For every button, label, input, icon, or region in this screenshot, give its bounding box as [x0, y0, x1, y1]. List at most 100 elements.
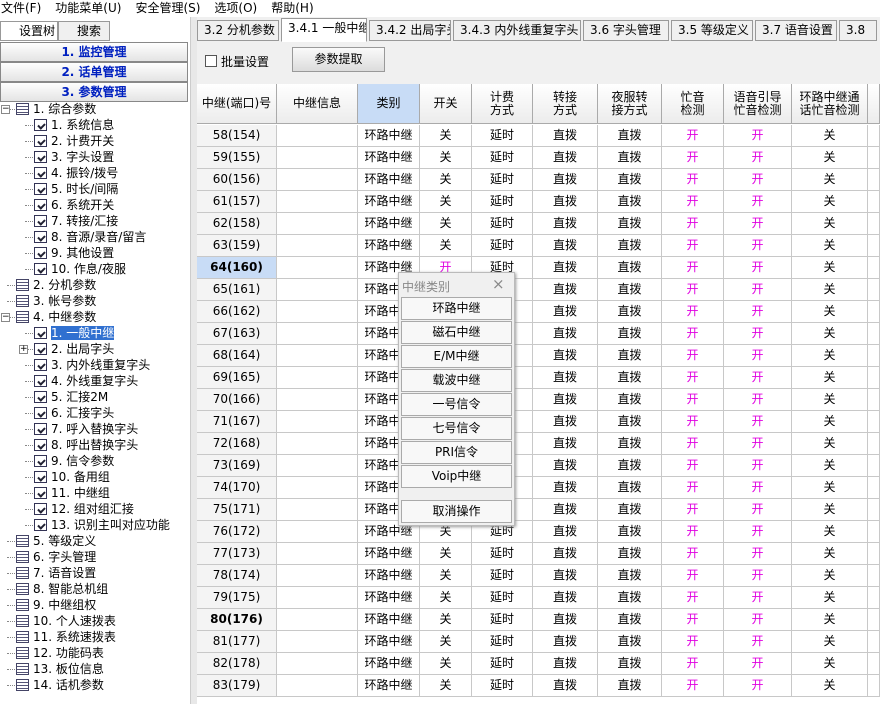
table-cell[interactable]: 开 [724, 191, 792, 213]
table-cell[interactable]: 直拨 [533, 609, 598, 631]
row-header[interactable]: 83(179) [197, 675, 277, 697]
popup-close[interactable]: × [492, 275, 505, 293]
table-cell[interactable] [277, 301, 358, 323]
table-cell[interactable]: 直拨 [598, 521, 662, 543]
table-cell[interactable]: 关 [792, 521, 868, 543]
table-cell[interactable]: 开 [662, 455, 724, 477]
table-cell[interactable]: 直拨 [598, 631, 662, 653]
table-cell[interactable]: 开 [662, 279, 724, 301]
table-cell[interactable]: 延时 [472, 609, 533, 631]
table-cell[interactable]: 关 [792, 257, 868, 279]
popup-item[interactable]: Voip中继 [401, 465, 512, 488]
table-cell[interactable]: 关 [420, 213, 472, 235]
table-cell[interactable]: 开 [662, 609, 724, 631]
table-cell[interactable]: 直拨 [533, 235, 598, 257]
table-cell[interactable]: 环路中继 [358, 609, 420, 631]
table-cell[interactable]: 关 [792, 323, 868, 345]
tree-label[interactable]: 9. 其他设置 [51, 246, 115, 260]
nav-button[interactable]: 3. 参数管理 [0, 82, 188, 102]
tab[interactable]: 3.4.2 出局字头 [369, 20, 451, 41]
column-header[interactable]: 夜服转 接方式 [598, 84, 662, 124]
table-cell[interactable]: 直拨 [533, 675, 598, 697]
popup-item[interactable]: 载波中继 [401, 369, 512, 392]
table-cell[interactable]: 直拨 [533, 631, 598, 653]
table-cell[interactable]: 关 [792, 609, 868, 631]
tree-label[interactable]: 4. 外线重复字头 [51, 374, 139, 388]
table-cell[interactable]: 开 [724, 455, 792, 477]
table-cell[interactable]: 开 [724, 543, 792, 565]
table-cell[interactable]: 延时 [472, 191, 533, 213]
table-cell[interactable] [277, 631, 358, 653]
tree-label[interactable]: 3. 帐号参数 [33, 294, 97, 308]
table-cell[interactable]: 环路中继 [358, 675, 420, 697]
row-header[interactable]: 68(164) [197, 345, 277, 367]
table-cell[interactable]: 环路中继 [358, 213, 420, 235]
row-header[interactable]: 81(177) [197, 631, 277, 653]
tree-item[interactable]: 12. 组对组汇接 [34, 501, 134, 517]
table-cell[interactable]: 直拨 [598, 257, 662, 279]
tree-item[interactable]: 11. 中继组 [34, 485, 110, 501]
column-header[interactable]: 环路中继通 话忙音检测 [792, 84, 868, 124]
table-cell[interactable]: 开 [724, 521, 792, 543]
row-header[interactable]: 76(172) [197, 521, 277, 543]
table-cell[interactable]: 关 [792, 235, 868, 257]
table-cell[interactable]: 直拨 [598, 565, 662, 587]
table-cell[interactable] [277, 279, 358, 301]
column-header[interactable]: 计费 方式 [472, 84, 533, 124]
table-cell[interactable]: 直拨 [533, 389, 598, 411]
tree-item[interactable]: 3. 帐号参数 [16, 293, 96, 309]
table-cell[interactable] [277, 213, 358, 235]
table-cell[interactable]: 开 [724, 235, 792, 257]
table-cell[interactable]: 开 [724, 565, 792, 587]
table-cell[interactable]: 直拨 [598, 279, 662, 301]
table-cell[interactable]: 关 [420, 609, 472, 631]
tab[interactable]: 3.8 [839, 20, 877, 41]
table-cell[interactable]: 开 [662, 367, 724, 389]
table-cell[interactable]: 直拨 [533, 653, 598, 675]
table-cell[interactable]: 关 [420, 565, 472, 587]
table-cell[interactable]: 直拨 [533, 455, 598, 477]
table-cell[interactable]: 开 [662, 323, 724, 345]
table-cell[interactable]: 开 [662, 389, 724, 411]
table-cell[interactable] [277, 125, 358, 147]
table-cell[interactable]: 关 [792, 631, 868, 653]
table-cell[interactable]: 直拨 [533, 147, 598, 169]
popup-cancel[interactable]: 取消操作 [401, 500, 512, 523]
row-header[interactable]: 67(163) [197, 323, 277, 345]
table-cell[interactable]: 关 [792, 587, 868, 609]
table-cell[interactable]: 开 [724, 609, 792, 631]
row-header[interactable]: 80(176) [197, 609, 277, 631]
table-cell[interactable]: 直拨 [533, 257, 598, 279]
row-header[interactable]: 75(171) [197, 499, 277, 521]
table-cell[interactable]: 直拨 [598, 499, 662, 521]
table-cell[interactable] [277, 323, 358, 345]
table-cell[interactable]: 开 [724, 257, 792, 279]
row-header[interactable]: 73(169) [197, 455, 277, 477]
table-cell[interactable] [277, 191, 358, 213]
table-cell[interactable]: 开 [662, 565, 724, 587]
table-cell[interactable] [277, 169, 358, 191]
table-cell[interactable]: 开 [662, 521, 724, 543]
tree-item[interactable]: 13. 板位信息 [16, 661, 104, 677]
table-cell[interactable]: 开 [724, 675, 792, 697]
table-cell[interactable]: 关 [792, 213, 868, 235]
table-cell[interactable]: 开 [724, 345, 792, 367]
table-cell[interactable]: 关 [792, 477, 868, 499]
table-cell[interactable]: 直拨 [533, 301, 598, 323]
row-header[interactable]: 64(160) [197, 257, 277, 279]
table-cell[interactable]: 直拨 [533, 323, 598, 345]
table-cell[interactable] [277, 345, 358, 367]
table-cell[interactable]: 开 [724, 169, 792, 191]
table-cell[interactable]: 开 [662, 213, 724, 235]
tab[interactable]: 3.4.1 一般中继 [281, 18, 367, 42]
tree-item[interactable]: 8. 音源/录音/留言 [34, 229, 146, 245]
row-header[interactable]: 62(158) [197, 213, 277, 235]
table-cell[interactable]: 关 [420, 125, 472, 147]
tree-item[interactable]: 3. 内外线重复字头 [34, 357, 150, 373]
menu-item[interactable]: 功能菜单(U) [55, 1, 122, 15]
table-cell[interactable]: 直拨 [533, 345, 598, 367]
left-tab[interactable]: 设置树 [0, 21, 58, 41]
tree-item[interactable]: 4. 外线重复字头 [34, 373, 138, 389]
row-header[interactable]: 59(155) [197, 147, 277, 169]
table-cell[interactable]: 直拨 [598, 345, 662, 367]
